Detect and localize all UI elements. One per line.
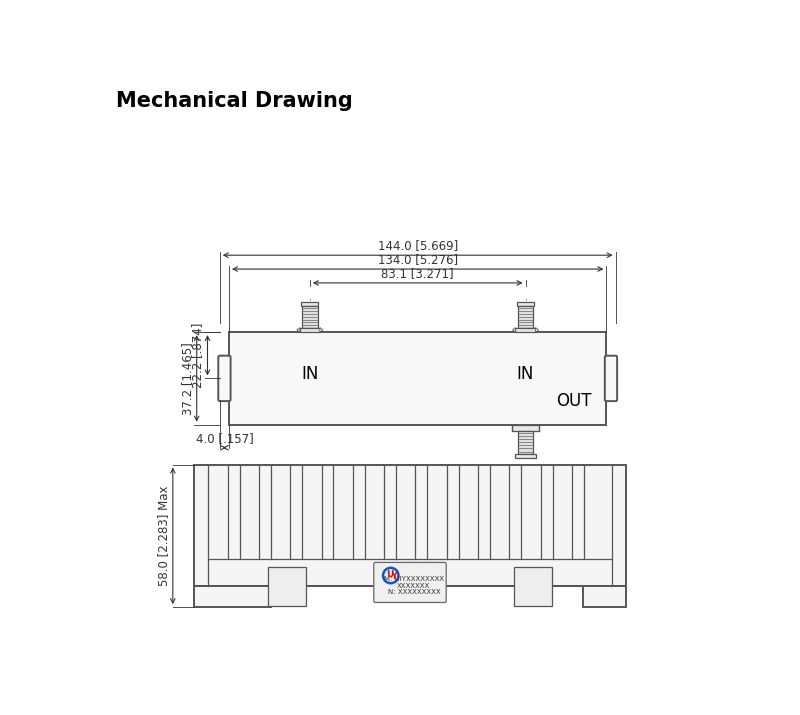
- Bar: [514, 567, 553, 606]
- Text: N: XXXXXXXXX: N: XXXXXXXXX: [387, 588, 440, 595]
- Text: IN: IN: [517, 365, 534, 383]
- FancyBboxPatch shape: [218, 355, 230, 401]
- Text: M: UIYXXXXXXXX: M: UIYXXXXXXXX: [384, 576, 444, 583]
- Polygon shape: [320, 327, 323, 332]
- Bar: [514, 454, 536, 458]
- Bar: [518, 306, 533, 327]
- Text: 37.2 [1.465]: 37.2 [1.465]: [181, 342, 194, 415]
- Bar: [583, 586, 626, 607]
- Bar: [512, 425, 539, 430]
- Bar: [517, 302, 534, 306]
- Bar: [515, 327, 535, 332]
- Bar: [300, 327, 320, 332]
- Bar: [302, 302, 318, 306]
- Text: Mechanical Drawing: Mechanical Drawing: [116, 92, 353, 112]
- Text: 134.0 [5.276]: 134.0 [5.276]: [378, 253, 458, 266]
- Text: 83.1 [3.271]: 83.1 [3.271]: [382, 267, 454, 280]
- Text: IN: IN: [302, 365, 318, 383]
- Bar: [194, 465, 626, 586]
- FancyBboxPatch shape: [374, 563, 446, 603]
- Text: OUT: OUT: [556, 393, 592, 410]
- FancyBboxPatch shape: [605, 355, 617, 401]
- Text: 4.0 [.157]: 4.0 [.157]: [195, 432, 254, 445]
- Text: 22.2 [.874]: 22.2 [.874]: [191, 322, 205, 388]
- Text: XXXXXXX: XXXXXXX: [398, 583, 430, 588]
- Polygon shape: [297, 327, 300, 332]
- Text: U: U: [386, 571, 394, 579]
- Bar: [518, 430, 533, 454]
- Bar: [229, 332, 606, 425]
- Bar: [194, 586, 271, 607]
- Text: 58.0 [2.283] Max: 58.0 [2.283] Max: [157, 485, 170, 586]
- Bar: [302, 306, 318, 327]
- Text: Y: Y: [390, 572, 396, 581]
- Bar: [267, 567, 306, 606]
- Polygon shape: [535, 327, 538, 332]
- Text: 144.0 [5.669]: 144.0 [5.669]: [378, 239, 458, 252]
- Polygon shape: [513, 327, 515, 332]
